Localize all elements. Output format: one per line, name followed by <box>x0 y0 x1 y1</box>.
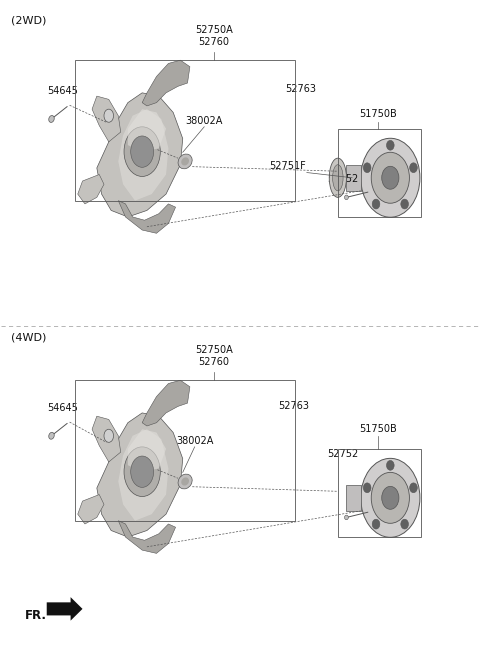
Circle shape <box>124 127 160 176</box>
Ellipse shape <box>178 154 192 169</box>
Text: 38002A: 38002A <box>176 436 213 445</box>
Polygon shape <box>78 495 104 524</box>
Polygon shape <box>128 429 166 472</box>
Text: 52751F: 52751F <box>269 161 306 171</box>
Polygon shape <box>118 429 168 521</box>
Ellipse shape <box>401 199 408 209</box>
Ellipse shape <box>49 115 54 123</box>
Circle shape <box>131 136 154 167</box>
Polygon shape <box>78 174 104 204</box>
Circle shape <box>124 447 160 497</box>
Ellipse shape <box>181 157 189 165</box>
Polygon shape <box>97 413 183 537</box>
Ellipse shape <box>372 199 380 209</box>
Polygon shape <box>97 93 183 217</box>
Polygon shape <box>92 416 120 462</box>
Bar <box>75 380 295 521</box>
Circle shape <box>104 429 114 442</box>
Text: 52752: 52752 <box>327 174 358 184</box>
Polygon shape <box>118 201 176 234</box>
Ellipse shape <box>409 483 417 493</box>
Ellipse shape <box>372 519 380 529</box>
Text: 52752: 52752 <box>327 449 358 459</box>
Ellipse shape <box>363 483 371 493</box>
Text: 52763: 52763 <box>278 401 309 411</box>
Text: (4WD): (4WD) <box>11 333 46 342</box>
Ellipse shape <box>382 166 399 189</box>
Ellipse shape <box>363 163 371 173</box>
Text: (2WD): (2WD) <box>11 16 46 26</box>
Polygon shape <box>128 109 166 152</box>
Circle shape <box>104 109 114 122</box>
Text: 52750A
52760: 52750A 52760 <box>195 25 233 47</box>
Ellipse shape <box>329 158 347 197</box>
Text: 54645: 54645 <box>47 86 78 96</box>
Polygon shape <box>142 60 190 106</box>
Ellipse shape <box>345 195 348 199</box>
Bar <box>347 165 361 191</box>
Ellipse shape <box>371 472 409 523</box>
Ellipse shape <box>401 519 408 529</box>
Polygon shape <box>118 521 176 554</box>
Text: FR.: FR. <box>25 609 47 622</box>
Text: 51750B: 51750B <box>360 109 397 119</box>
Ellipse shape <box>409 163 417 173</box>
Ellipse shape <box>345 515 348 520</box>
Ellipse shape <box>386 461 394 470</box>
Ellipse shape <box>49 432 54 440</box>
Polygon shape <box>92 96 120 142</box>
Polygon shape <box>142 380 190 426</box>
Ellipse shape <box>386 140 394 150</box>
Ellipse shape <box>361 459 420 537</box>
Bar <box>338 129 421 217</box>
Ellipse shape <box>382 486 399 509</box>
Text: 52763: 52763 <box>285 84 316 94</box>
Text: 51750B: 51750B <box>360 424 397 434</box>
Bar <box>338 449 421 537</box>
Ellipse shape <box>361 138 420 217</box>
Text: 52750A
52760: 52750A 52760 <box>195 345 233 367</box>
Ellipse shape <box>178 474 192 489</box>
Ellipse shape <box>333 165 343 191</box>
Ellipse shape <box>371 152 409 203</box>
Circle shape <box>131 456 154 487</box>
Text: 38002A: 38002A <box>186 115 223 125</box>
Polygon shape <box>118 109 168 201</box>
Bar <box>347 485 361 511</box>
Ellipse shape <box>181 478 189 485</box>
Polygon shape <box>47 597 83 621</box>
Text: 54645: 54645 <box>47 403 78 413</box>
Bar <box>75 60 295 201</box>
